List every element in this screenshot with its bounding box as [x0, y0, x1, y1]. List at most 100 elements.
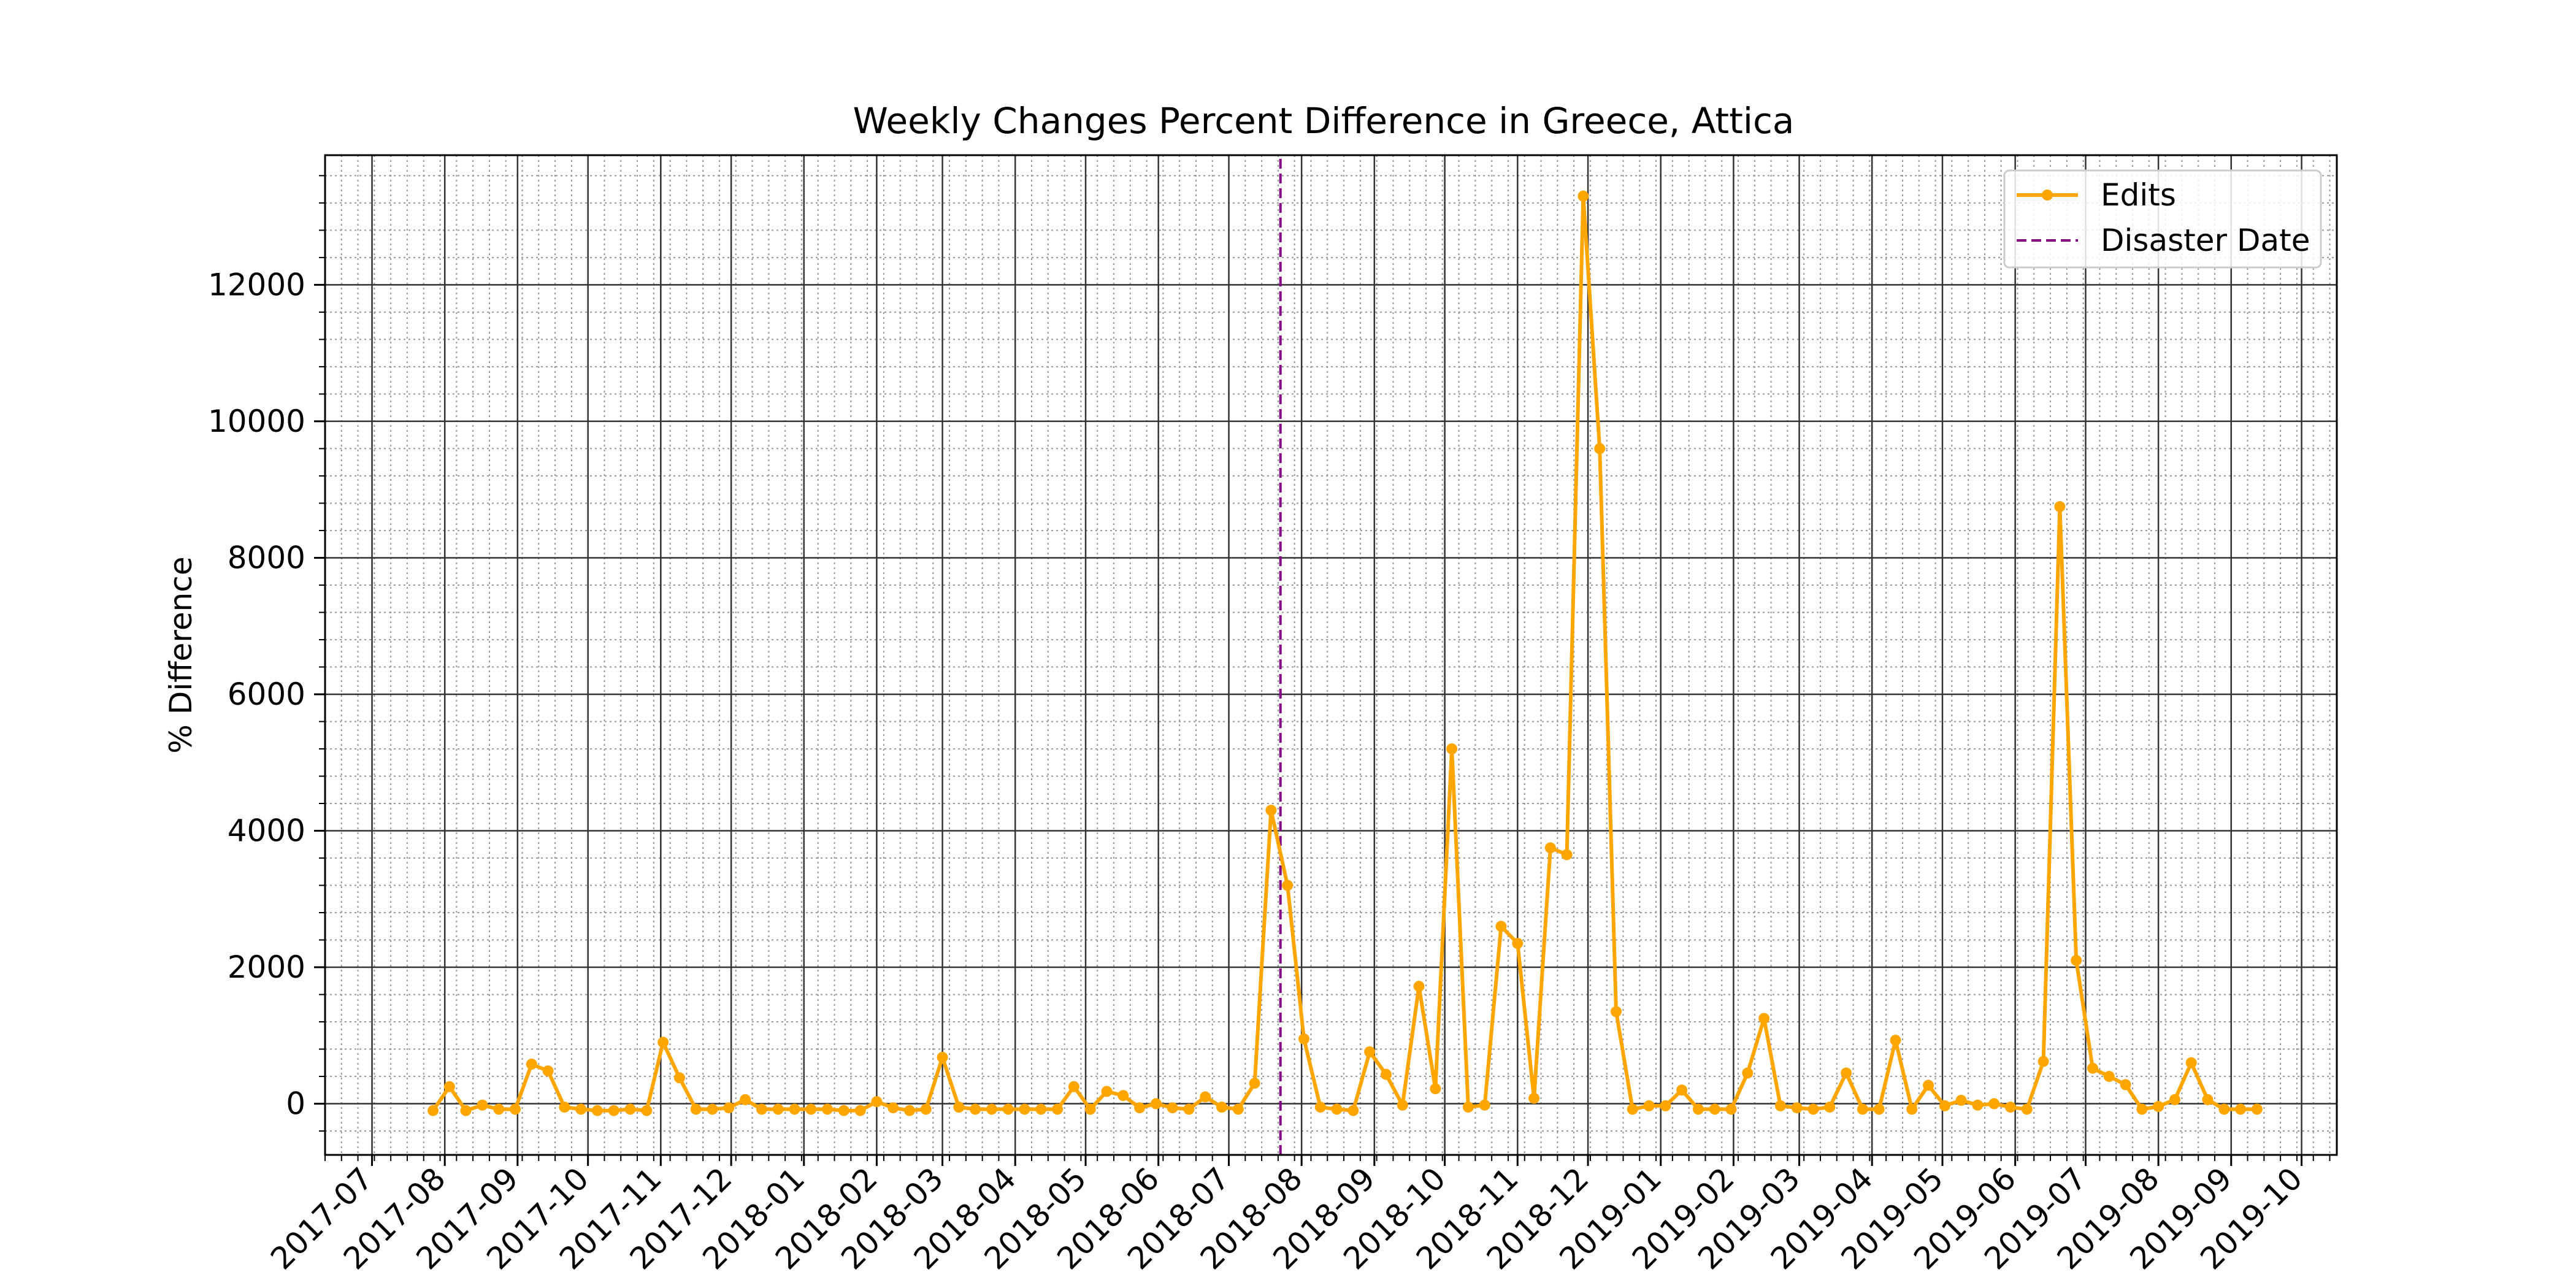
edits-data-point	[641, 1105, 653, 1116]
y-tick-labels: 0 2000 4000 6000 8000 10000 12000	[208, 267, 305, 1121]
edits-data-point	[2202, 1094, 2214, 1105]
edits-data-point	[1627, 1103, 1638, 1115]
edits-data-point	[1742, 1067, 1754, 1079]
edits-data-point	[2087, 1062, 2098, 1074]
edits-series-line	[431, 194, 2257, 1113]
edits-data-point	[591, 1105, 603, 1116]
legend-disaster-label: Disaster Date	[2101, 223, 2310, 258]
edits-data-point	[510, 1103, 521, 1115]
edits-data-point	[2021, 1103, 2033, 1115]
edits-data-point	[1561, 849, 1573, 861]
edits-data-point	[822, 1103, 834, 1115]
edits-data-point	[1923, 1079, 1934, 1091]
edits-data-point	[1824, 1102, 1836, 1113]
edits-data-point	[1643, 1100, 1655, 1111]
edits-data-point	[1117, 1090, 1129, 1102]
edits-data-point	[2218, 1103, 2230, 1115]
edits-data-point	[1314, 1102, 1326, 1113]
edits-data-point	[1611, 1006, 1622, 1018]
edits-data-point	[1167, 1102, 1178, 1114]
edits-data-point	[493, 1103, 505, 1115]
legend-edits-label: Edits	[2101, 177, 2176, 213]
edits-data-point	[1430, 1083, 1441, 1095]
edits-data-point	[2120, 1079, 2131, 1091]
edits-data-point	[1002, 1103, 1014, 1115]
y-tick-label: 10000	[208, 404, 305, 439]
edits-data-point	[1841, 1067, 1852, 1079]
edits-data-point	[1380, 1068, 1392, 1080]
edits-data-point	[707, 1103, 718, 1115]
edits-data-point	[1873, 1103, 1885, 1115]
edits-data-point	[937, 1051, 948, 1063]
y-tick-label: 12000	[208, 267, 305, 302]
edits-data-point	[920, 1103, 932, 1115]
edits-data-point	[1857, 1103, 1868, 1115]
edits-data-point	[871, 1096, 883, 1108]
edits-data-point	[838, 1105, 849, 1116]
plot-frame	[324, 154, 2338, 1156]
edits-data-point	[2103, 1071, 2115, 1083]
edits-data-point	[1265, 805, 1277, 816]
edits-data-point	[1955, 1094, 1967, 1106]
edits-data-point	[723, 1102, 735, 1114]
edits-data-point	[1774, 1100, 1786, 1111]
edits-data-point	[1200, 1091, 1211, 1103]
edits-data-point	[559, 1102, 570, 1113]
edits-data-point	[1495, 921, 1507, 932]
edits-data-point	[1709, 1103, 1720, 1115]
edits-data-point	[953, 1102, 965, 1113]
edits-data-point	[460, 1105, 472, 1116]
edits-data-point	[1216, 1102, 1228, 1113]
edits-data-point	[1660, 1100, 1671, 1111]
edits-data-point	[690, 1103, 702, 1115]
chart-title: Weekly Changes Percent Difference in Gre…	[853, 100, 1795, 142]
edits-data-point	[2005, 1102, 2017, 1113]
edits-data-point	[673, 1072, 685, 1084]
edits-data-point	[1183, 1103, 1195, 1115]
legend-box	[2003, 169, 2322, 269]
edits-data-point	[1364, 1046, 1376, 1057]
y-tick-label: 6000	[228, 677, 305, 712]
edits-data-point	[2071, 954, 2082, 966]
edits-data-point	[1512, 938, 1524, 949]
edits-data-point	[1331, 1103, 1343, 1115]
edits-data-point	[624, 1103, 636, 1115]
edits-data-point	[1101, 1086, 1113, 1097]
edits-data-point	[1035, 1103, 1047, 1115]
edits-data-point	[1972, 1099, 1984, 1111]
edits-data-point	[986, 1103, 997, 1115]
edits-data-point	[1397, 1099, 1408, 1111]
y-tick-label: 8000	[228, 540, 305, 575]
edits-data-point	[854, 1105, 866, 1116]
edits-data-point	[1249, 1078, 1260, 1089]
edits-data-point	[608, 1105, 619, 1116]
edits-data-point	[1462, 1102, 1474, 1113]
legend-edits-marker	[2042, 190, 2053, 201]
edits-data-point	[1791, 1102, 1803, 1114]
major-grid	[325, 155, 2337, 1155]
edits-data-point	[1298, 1033, 1309, 1045]
edits-data-point	[903, 1105, 915, 1116]
edits-data-point	[1347, 1105, 1359, 1116]
edits-data-point	[1890, 1035, 1901, 1046]
edits-data-point	[1282, 880, 1294, 891]
edits-data-point	[1068, 1081, 1079, 1092]
edits-data-point	[1232, 1103, 1244, 1115]
edits-data-point	[1528, 1092, 1540, 1104]
edits-data-point	[2153, 1101, 2164, 1113]
edits-data-point	[1692, 1103, 1704, 1115]
edits-data-point	[1479, 1099, 1490, 1111]
edits-data-point	[740, 1094, 751, 1105]
edits-data-point	[887, 1102, 899, 1114]
edits-data-point	[1939, 1100, 1950, 1111]
edits-data-point	[2185, 1057, 2197, 1068]
y-tick-label: 2000	[228, 949, 305, 985]
edits-data-point	[2169, 1094, 2180, 1105]
edits-data-point	[1413, 981, 1425, 992]
edits-data-point	[772, 1103, 784, 1115]
edits-data-point	[1906, 1103, 1918, 1115]
y-tick-label: 0	[286, 1086, 305, 1122]
edits-data-point	[1577, 190, 1589, 202]
edits-data-point	[1725, 1103, 1737, 1115]
